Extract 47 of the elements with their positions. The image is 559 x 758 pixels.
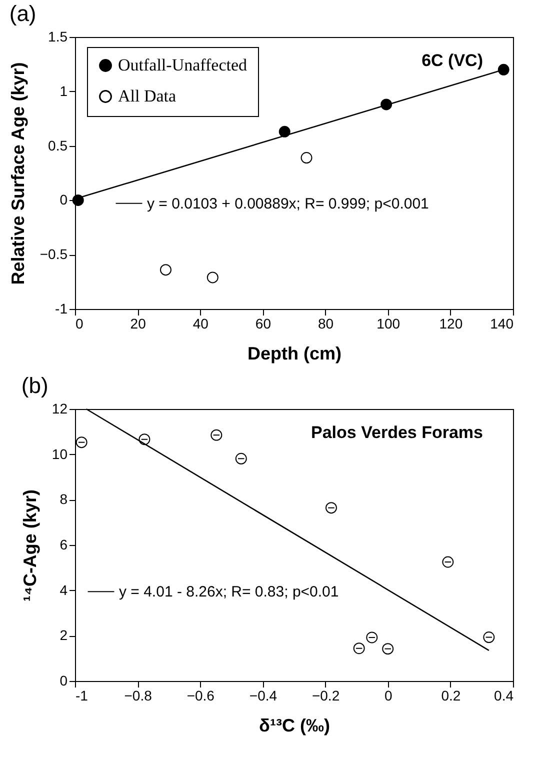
y-tick-label: 12: [52, 400, 68, 416]
x-tick-label: −0.4: [249, 688, 278, 704]
x-tick-label: −0.8: [124, 688, 152, 704]
x-axis-title: δ¹³C (‰): [259, 716, 330, 736]
x-tick-label: −0.2: [312, 688, 340, 704]
point: [206, 272, 218, 284]
legend-label: Outfall-Unaffected: [118, 56, 248, 74]
x-tick-label: 80: [318, 316, 334, 332]
y-tick-label: 0.5: [48, 137, 68, 154]
x-tick-label: 120: [439, 316, 463, 332]
y-tick-label: 10: [52, 446, 68, 462]
y-tick-label: −0.5: [40, 246, 68, 262]
point: [160, 264, 172, 276]
annotation: Palos Verdes Forams: [311, 423, 483, 442]
point: [498, 64, 510, 76]
x-tick-label: 40: [192, 316, 209, 332]
legend-label: y = 0.0103 + 0.00889x; R= 0.999; p<0.001: [147, 195, 429, 212]
y-tick-label: 2: [60, 627, 68, 644]
point: [278, 126, 290, 138]
y-tick-label: 0: [60, 192, 68, 208]
y-tick-label: 1: [60, 82, 68, 99]
x-tick-label: 20: [130, 316, 146, 332]
chart-title: (a): [9, 1, 36, 26]
x-tick-label: -1: [76, 688, 88, 704]
x-tick-label: 0: [76, 316, 84, 332]
point: [72, 194, 84, 206]
x-tick-label: 100: [376, 316, 400, 332]
y-axis-title: Relative Surface Age (kyr): [8, 62, 28, 285]
y-tick-label: 0: [60, 672, 68, 688]
y-axis-title: ¹⁴C-Age (kyr): [20, 490, 40, 602]
x-axis-title: Depth (cm): [248, 344, 342, 364]
x-tick-label: 140: [490, 316, 514, 332]
x-tick-label: 60: [255, 316, 272, 332]
legend-label: y = 4.01 - 8.26x; R= 0.83; p<0.01: [119, 584, 339, 601]
y-tick-label: -1: [55, 300, 68, 316]
y-tick-label: 4: [60, 582, 68, 598]
legend-label: All Data: [118, 86, 177, 106]
y-tick-label: 6: [60, 536, 68, 552]
point: [300, 152, 312, 164]
x-tick-label: 0.4: [494, 688, 514, 704]
chart-title: (b): [21, 373, 48, 398]
annotation: 6C (VC): [422, 51, 483, 70]
y-tick-label: 8: [60, 491, 68, 508]
y-tick-label: 1.5: [48, 28, 68, 44]
x-tick-label: 0: [384, 688, 392, 704]
x-tick-label: −0.6: [186, 688, 215, 704]
x-tick-label: 0.2: [441, 688, 461, 704]
